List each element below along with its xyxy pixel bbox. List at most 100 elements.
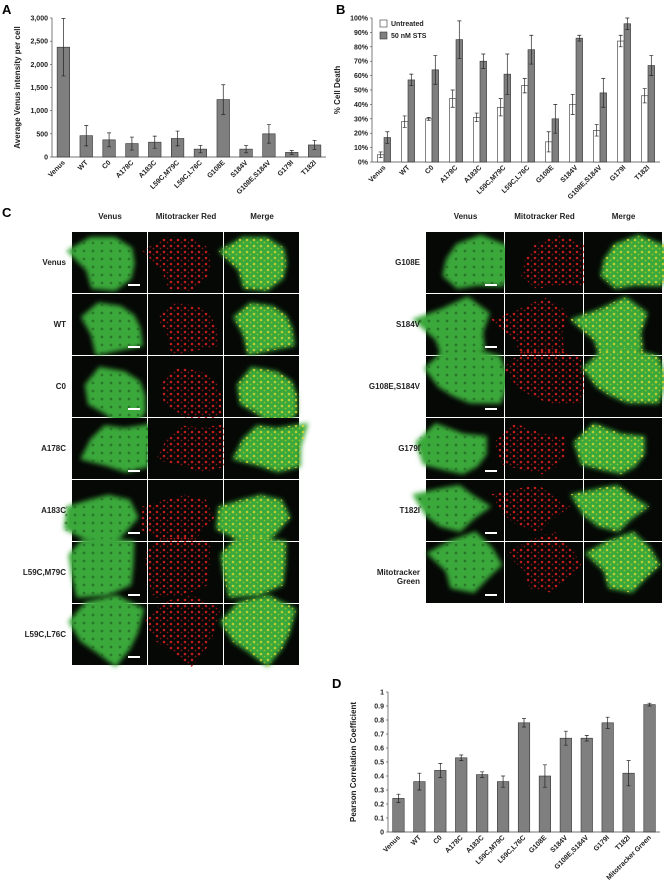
error-bar bbox=[396, 793, 401, 803]
x-tick-label: Venus bbox=[382, 834, 402, 854]
error-bar bbox=[61, 18, 66, 77]
micrograph bbox=[148, 418, 233, 479]
y-tick-label: 0.7 bbox=[374, 732, 384, 739]
error-bar bbox=[175, 130, 180, 147]
mito-merge bbox=[582, 347, 664, 404]
x-tick-label: C0 bbox=[101, 159, 112, 170]
error-bar bbox=[480, 771, 485, 778]
error-bar bbox=[433, 55, 438, 85]
panel-label: B bbox=[336, 2, 346, 17]
bar bbox=[521, 85, 529, 163]
row-label: Mitotracker Green bbox=[376, 568, 420, 586]
mito-merge bbox=[215, 494, 291, 549]
y-tick-label: 90% bbox=[354, 30, 369, 37]
error-bar bbox=[625, 17, 630, 30]
micrograph bbox=[72, 356, 147, 434]
y-tick-label: 80% bbox=[354, 44, 369, 51]
micrograph bbox=[584, 232, 664, 293]
micrograph bbox=[584, 531, 662, 603]
error-bar bbox=[457, 20, 462, 59]
mito-red bbox=[142, 236, 211, 291]
error-bar bbox=[385, 131, 390, 144]
bar bbox=[473, 117, 481, 163]
bar bbox=[575, 37, 583, 163]
x-tick-label: A178C bbox=[115, 159, 135, 179]
row-label: Venus bbox=[42, 258, 66, 267]
micrograph bbox=[68, 595, 147, 667]
micrograph bbox=[505, 232, 594, 293]
error-bar bbox=[481, 53, 486, 69]
cell-texture bbox=[84, 366, 146, 434]
error-bar bbox=[474, 112, 479, 123]
bar bbox=[643, 704, 656, 833]
x-tick-label: S184V bbox=[230, 159, 250, 179]
scale-bar bbox=[485, 470, 497, 472]
cell-texture bbox=[424, 347, 510, 404]
error-bar bbox=[501, 775, 506, 788]
x-tick-label: A183C bbox=[463, 164, 483, 184]
error-bar bbox=[601, 78, 606, 108]
y-tick-label: 0.3 bbox=[374, 788, 384, 795]
y-axis-title: Average Venus intensity per cell bbox=[13, 26, 22, 148]
y-tick-label: 0.1 bbox=[374, 816, 384, 823]
row-label: S184V bbox=[395, 320, 420, 329]
error-bar bbox=[577, 34, 582, 42]
y-tick-label: 1,500 bbox=[30, 85, 48, 92]
micrograph bbox=[224, 418, 309, 479]
cell-texture bbox=[412, 296, 490, 364]
cell-texture bbox=[80, 302, 144, 356]
row-label: L59C,M79C bbox=[22, 568, 66, 577]
micrograph bbox=[426, 531, 504, 603]
error-bar bbox=[221, 84, 226, 115]
error-bar bbox=[459, 754, 464, 761]
micrograph bbox=[215, 480, 299, 549]
bar bbox=[479, 60, 487, 163]
bar bbox=[425, 118, 433, 163]
x-tick-label: WT bbox=[399, 164, 412, 177]
scale-bar bbox=[128, 470, 140, 472]
y-tick-label: 0% bbox=[358, 160, 369, 167]
y-tick-label: 60% bbox=[354, 73, 369, 80]
x-tick-label: C0 bbox=[432, 834, 443, 845]
micrograph bbox=[491, 480, 583, 541]
micrograph bbox=[412, 294, 504, 364]
micrograph bbox=[494, 418, 583, 479]
y-tick-label: 3,000 bbox=[30, 16, 48, 23]
scale-bar bbox=[485, 594, 497, 596]
column-header: Merge bbox=[611, 212, 636, 221]
x-tick-label: Venus bbox=[368, 164, 388, 184]
x-tick-label: A183C bbox=[138, 159, 158, 179]
mito-red bbox=[491, 296, 569, 364]
error-bar bbox=[584, 735, 589, 742]
error-bar bbox=[129, 136, 134, 151]
micrograph bbox=[218, 232, 299, 293]
mito-merge bbox=[570, 296, 648, 364]
mito-merge bbox=[218, 236, 287, 291]
x-tick-label: C0 bbox=[424, 164, 435, 175]
error-bar bbox=[553, 104, 558, 134]
mito-red bbox=[491, 485, 571, 532]
bar bbox=[517, 722, 531, 833]
row-label: G179I bbox=[398, 444, 420, 453]
error-bar bbox=[84, 125, 89, 147]
error-bar bbox=[522, 718, 526, 728]
bar bbox=[617, 40, 625, 163]
error-bar bbox=[378, 151, 383, 159]
error-bar bbox=[152, 135, 157, 149]
scale-bar bbox=[485, 284, 497, 286]
error-bar bbox=[289, 150, 294, 155]
scale-bar bbox=[485, 408, 497, 410]
error-bar bbox=[450, 89, 455, 108]
micrograph bbox=[570, 294, 662, 364]
mito-merge bbox=[220, 595, 297, 667]
column-header: Mitotracker Red bbox=[155, 212, 217, 221]
bar bbox=[641, 95, 649, 163]
cell-texture bbox=[80, 423, 157, 473]
mito-merge bbox=[570, 485, 650, 532]
y-tick-label: 1 bbox=[380, 690, 384, 697]
error-bar bbox=[402, 115, 407, 128]
scale-bar bbox=[128, 532, 140, 534]
bar bbox=[476, 774, 489, 833]
y-tick-label: 2,000 bbox=[30, 62, 48, 69]
legend-swatch bbox=[379, 31, 388, 40]
